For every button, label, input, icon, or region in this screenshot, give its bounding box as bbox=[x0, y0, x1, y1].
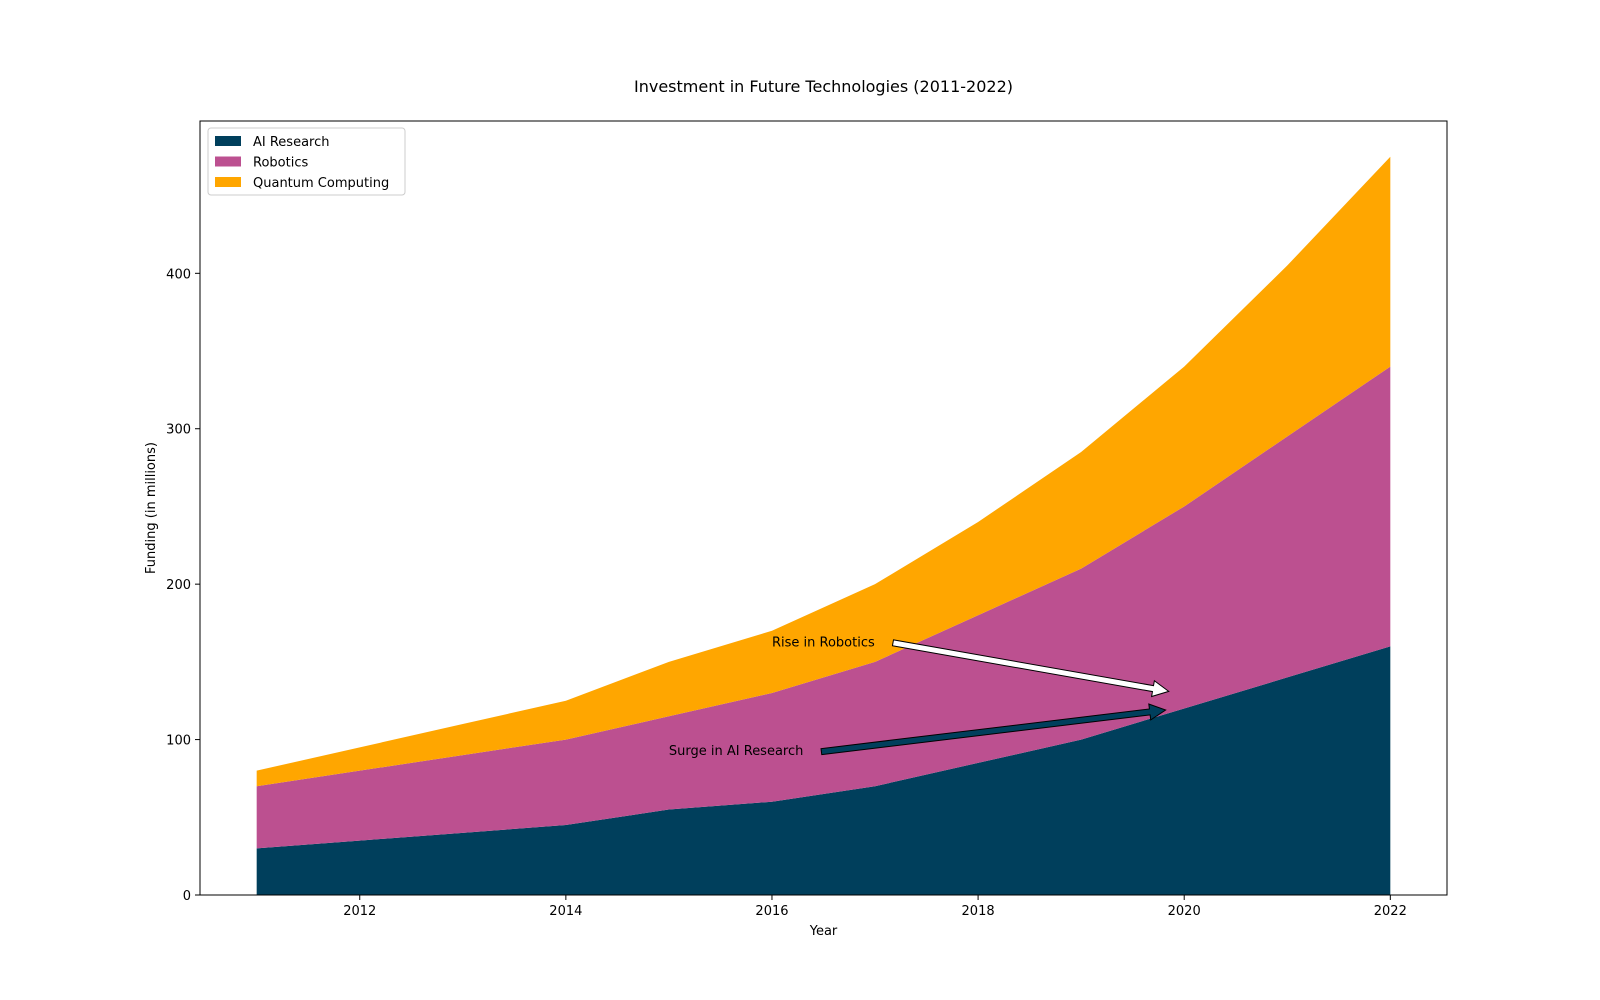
legend-entry: Quantum Computing bbox=[253, 176, 389, 191]
x-tick-label: 2022 bbox=[1374, 904, 1407, 919]
annotation-label: Rise in Robotics bbox=[772, 635, 875, 650]
y-axis-label: Funding (in millions) bbox=[144, 442, 159, 574]
y-axis: 0 100 200 300 400 bbox=[166, 267, 200, 904]
y-tick-label: 300 bbox=[166, 423, 191, 438]
legend-swatch bbox=[215, 177, 241, 187]
legend-entry: Robotics bbox=[253, 156, 308, 171]
y-tick-label: 0 bbox=[183, 889, 191, 904]
x-tick-label: 2016 bbox=[755, 904, 788, 919]
x-tick-label: 2014 bbox=[549, 904, 582, 919]
area-series-2 bbox=[256, 156, 1391, 787]
y-tick-label: 100 bbox=[166, 734, 191, 749]
plot-frame bbox=[199, 120, 1448, 896]
area-series-0 bbox=[256, 646, 1391, 895]
area-layers bbox=[256, 156, 1391, 895]
x-tick-label: 2018 bbox=[962, 904, 995, 919]
y-tick-label: 200 bbox=[166, 578, 191, 593]
annotation-arrow bbox=[891, 639, 1170, 698]
annotation-label: Surge in AI Research bbox=[669, 744, 803, 759]
legend-swatch bbox=[215, 156, 241, 167]
x-tick-label: 2012 bbox=[343, 904, 376, 919]
annotations: Rise in Robotics Surge in AI Research bbox=[669, 635, 1170, 759]
legend-swatch bbox=[215, 136, 241, 146]
legend-box bbox=[207, 127, 406, 196]
y-tick-label: 400 bbox=[166, 267, 191, 282]
x-axis: 2012 2014 2016 2018 2020 2022 bbox=[343, 895, 1407, 919]
chart-title: Investment in Future Technologies (2011-… bbox=[634, 77, 1013, 96]
x-axis-label: Year bbox=[809, 924, 838, 939]
area-series-1 bbox=[256, 366, 1391, 849]
legend: AI Research Robotics Quantum Computing bbox=[207, 127, 406, 196]
x-tick-label: 2020 bbox=[1168, 904, 1201, 919]
annotation-arrow bbox=[820, 703, 1167, 756]
legend-entry: AI Research bbox=[253, 135, 330, 150]
